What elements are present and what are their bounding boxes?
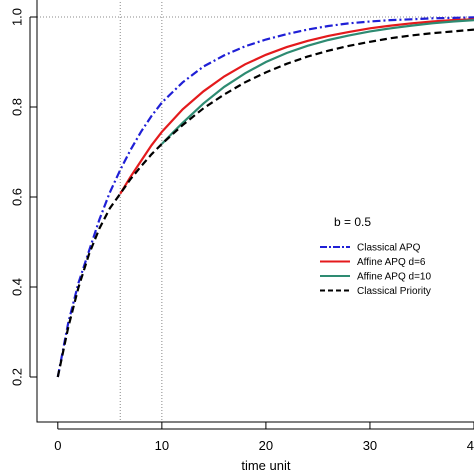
series-line-4 <box>56 28 474 378</box>
x-tick-label: 0 <box>54 438 61 453</box>
x-tick-label: 40 <box>467 438 474 453</box>
x-axis-title: time unit <box>241 458 291 473</box>
y-axis: 0.2 0.4 0.6 0.8 1.0 <box>9 8 37 386</box>
x-axis: 0 10 20 30 40 <box>54 422 474 453</box>
series-line-3 <box>161 19 474 145</box>
x-tick-label: 20 <box>259 438 273 453</box>
legend: b = 0.5 Classical APQ Affine APQ d=6 Affin… <box>320 215 431 297</box>
y-tick-label: 1.0 <box>9 8 24 26</box>
legend-label: Affine APQ d=10 <box>357 272 431 283</box>
legend-label: Classical Priority <box>357 286 431 297</box>
legend-label: Affine APQ d=6 <box>357 257 426 268</box>
plot-frame <box>36 0 474 423</box>
x-tick-label: 10 <box>155 438 169 453</box>
y-tick-label: 0.6 <box>9 188 24 206</box>
series-line-2 <box>119 18 474 195</box>
legend-label: Classical APQ <box>357 243 421 254</box>
reference-lines <box>37 0 474 422</box>
series-layer <box>56 16 474 378</box>
y-tick-label: 0.8 <box>9 98 24 116</box>
series-line-1 <box>56 16 474 378</box>
x-tick-label: 30 <box>363 438 377 453</box>
y-tick-label: 0.2 <box>9 368 24 386</box>
legend-title: b = 0.5 <box>334 215 371 229</box>
y-tick-label: 0.4 <box>9 278 24 296</box>
